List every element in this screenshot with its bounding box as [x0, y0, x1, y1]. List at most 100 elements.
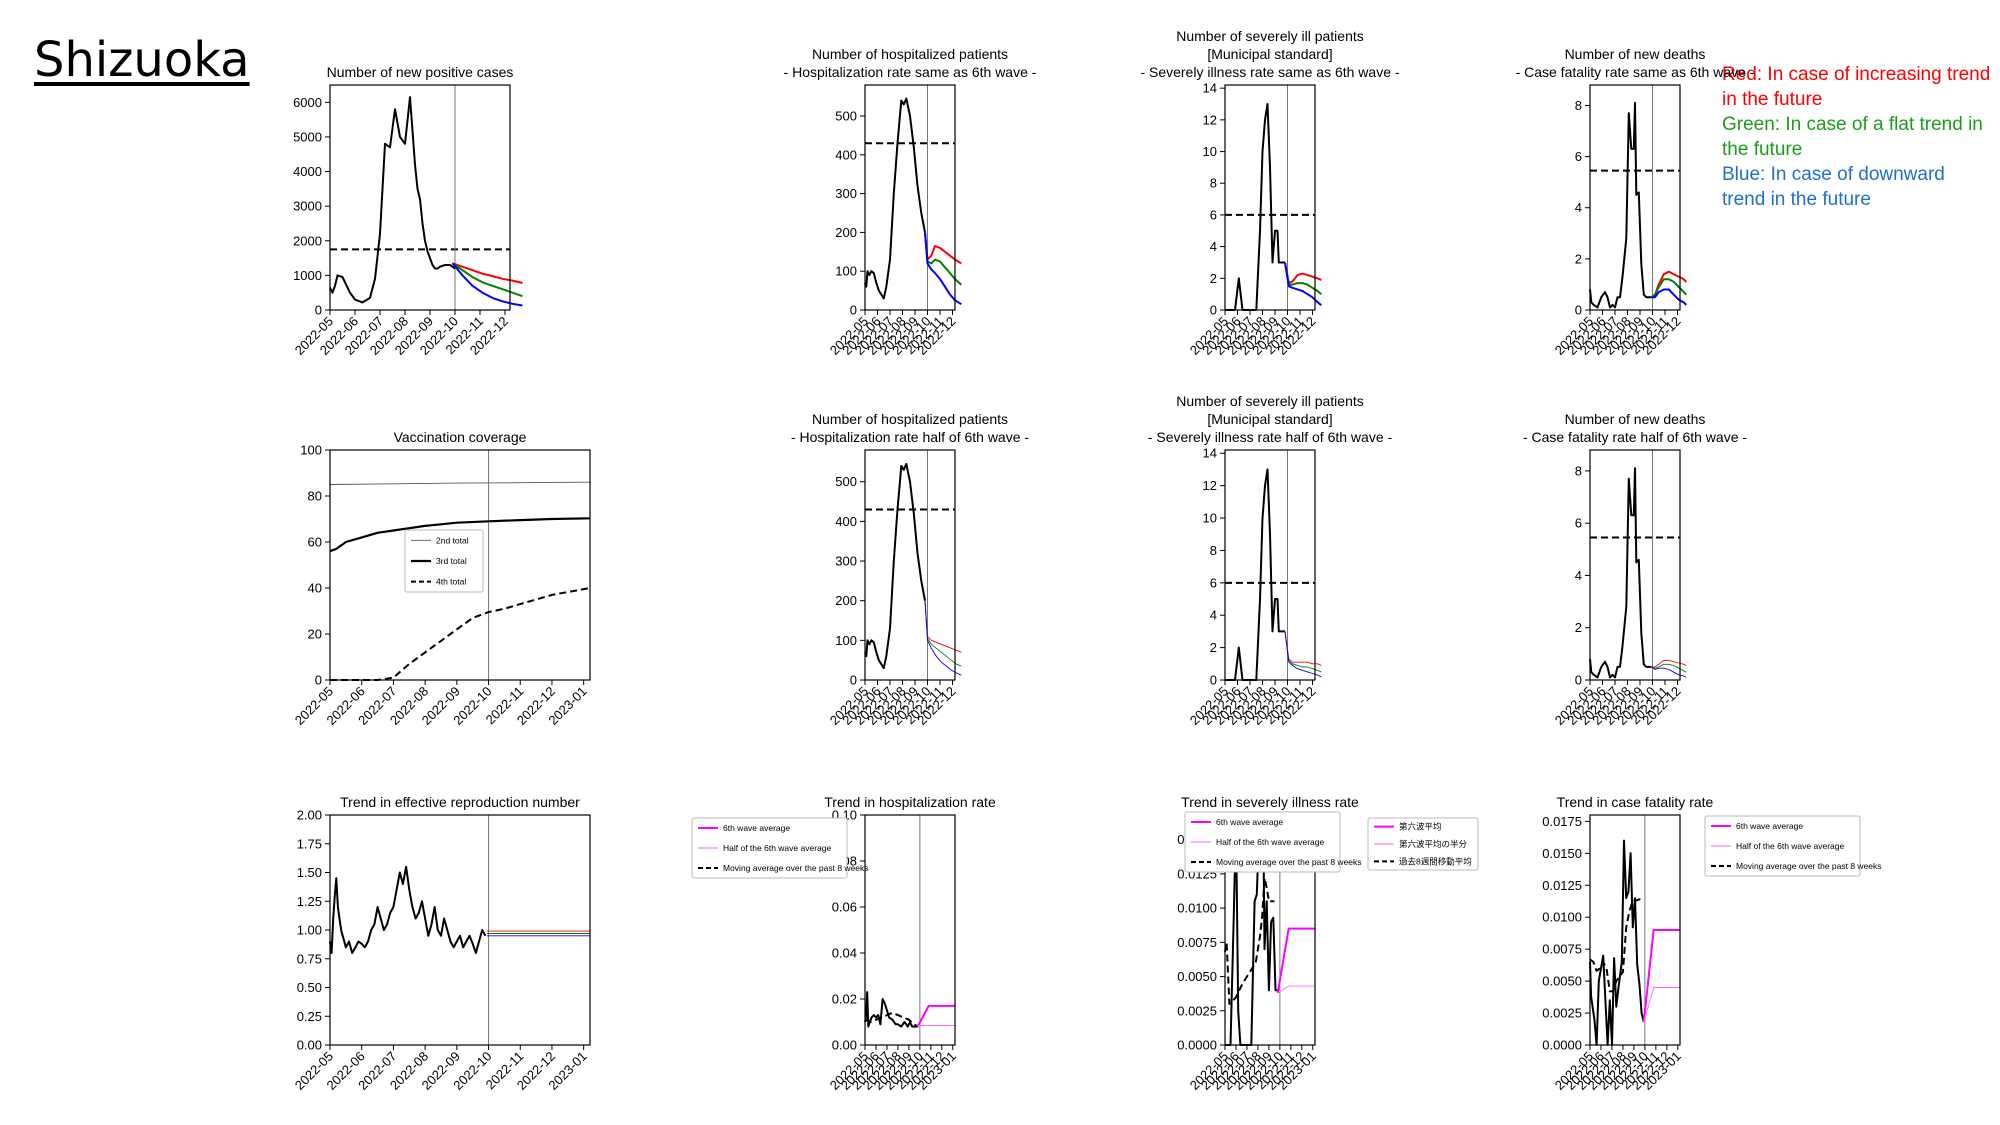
y-tick-label: 10 [1203, 144, 1217, 159]
chart-legend-label: Moving average over the past 8 weeks [723, 863, 869, 873]
y-tick-label: 0.00 [297, 1038, 322, 1053]
chart-title: - Case fatality rate same as 6th wave - [1516, 64, 1755, 80]
series-line-black [1589, 101, 1652, 309]
y-tick-label: 2 [1575, 251, 1582, 266]
chart-title: Number of hospitalized patients [812, 46, 1008, 62]
chart-legend-label: 第六波平均の半分 [1399, 839, 1468, 849]
series-line-red-thin [924, 600, 962, 653]
y-tick-label: 5000 [293, 129, 322, 144]
series-line-green-thin [924, 600, 962, 667]
chart-rt: Trend in effective reproduction number 0.… [292, 794, 591, 1093]
y-tick-label: 2 [1210, 640, 1217, 655]
series-line-black [1589, 839, 1645, 1046]
chart-legend-label: 6th wave average [1216, 817, 1283, 827]
plot-frame [864, 814, 956, 1046]
y-tick-label: 0.0100 [1542, 910, 1582, 925]
chart-title: [Municipal standard] [1207, 46, 1332, 62]
legend-note-blue: Blue: In case of downward trend in the f… [1722, 164, 1945, 210]
y-tick-label: 0.06 [832, 900, 857, 915]
series-line-dash [864, 1011, 919, 1028]
y-tick-label: 4000 [293, 164, 322, 179]
series-line-green [1650, 278, 1688, 299]
y-tick-label: 0 [1575, 303, 1582, 318]
plot-frame [1224, 449, 1316, 681]
series-line-dash [330, 587, 591, 681]
y-tick-label: 0.25 [297, 1009, 322, 1024]
y-tick-label: 6000 [293, 95, 322, 110]
series-line-pink [1277, 985, 1315, 994]
y-tick-label: 0.00 [832, 1038, 857, 1053]
chart-title: Number of new deaths [1565, 411, 1706, 427]
y-tick-label: 0.0000 [1177, 1038, 1217, 1053]
y-tick-label: 8 [1575, 463, 1582, 478]
y-tick-label: 0.0075 [1542, 942, 1582, 957]
y-tick-label: 14 [1203, 81, 1217, 96]
y-tick-label: 0 [850, 673, 857, 688]
series-line-red-thin [1284, 631, 1322, 666]
series-line-thick [329, 517, 591, 553]
side-legend-label: Half of the 6th wave average [1736, 841, 1844, 851]
chart-title: Trend in case fatality rate [1557, 794, 1714, 810]
chart-legend-box [1184, 811, 1341, 873]
legend-note-red: Red: In case of increasing trend in the … [1722, 64, 1991, 110]
y-tick-label: 200 [835, 225, 857, 240]
y-tick-label: 10 [1203, 511, 1217, 526]
series-line-dash [1589, 898, 1643, 993]
y-tick-label: 0.0050 [1542, 974, 1582, 989]
plot-frame [329, 449, 591, 681]
y-tick-label: 1.00 [297, 923, 322, 938]
plot-frame [1224, 84, 1316, 311]
series-line-magenta [1276, 927, 1315, 994]
chart-hosp_rate: Trend in hospitalization rate 0.00 0.02 0.0… [691, 794, 996, 1093]
y-tick-label: 0.0175 [1542, 814, 1582, 829]
chart-deaths_same: Number of new deaths - Case fatality rate… [1516, 46, 1755, 358]
y-tick-label: 1.50 [297, 865, 322, 880]
y-tick-label: 60 [308, 535, 322, 550]
y-tick-label: 100 [835, 264, 857, 279]
chart-legend-box [691, 817, 848, 879]
y-tick-label: 400 [835, 514, 857, 529]
y-tick-label: 40 [308, 581, 322, 596]
y-tick-label: 0.02 [832, 992, 857, 1007]
chart-legend-label: Half of the 6th wave average [1216, 837, 1324, 847]
y-tick-label: 14 [1203, 446, 1217, 461]
y-tick-label: 1000 [293, 268, 322, 283]
series-line-blue [451, 262, 523, 307]
y-tick-label: 0.0025 [1542, 1006, 1582, 1021]
y-tick-label: 0.75 [297, 951, 322, 966]
series-line-green [924, 232, 962, 286]
y-tick-label: 6 [1575, 149, 1582, 164]
plot-frame [329, 814, 591, 1046]
series-line-blue-thin [1284, 631, 1322, 678]
chart-title: Number of hospitalized patients [812, 411, 1008, 427]
y-tick-label: 20 [308, 627, 322, 642]
plot-frame [1589, 814, 1681, 1046]
series-line-magenta [1642, 929, 1680, 1023]
y-tick-label: 100 [835, 633, 857, 648]
chart-title: Number of new positive cases [327, 64, 514, 80]
y-tick-label: 0.0050 [1177, 969, 1217, 984]
plot-frame [329, 84, 511, 311]
chart-title: [Municipal standard] [1207, 411, 1332, 427]
y-tick-label: 6 [1210, 575, 1217, 590]
y-tick-label: 8 [1575, 98, 1582, 113]
series-line-black [1225, 103, 1285, 311]
y-tick-label: 0 [1575, 673, 1582, 688]
chart-legend-label: 3rd total [436, 556, 467, 566]
chart-cases: Number of new positive cases 0 1000 2000 300… [292, 64, 523, 358]
y-tick-label: 1.25 [297, 894, 322, 909]
y-tick-label: 0 [1210, 303, 1217, 318]
y-tick-label: 2 [1210, 271, 1217, 286]
plot-frame [864, 84, 956, 311]
chart-legend-box [404, 529, 484, 593]
y-tick-label: 300 [835, 186, 857, 201]
y-tick-label: 0.04 [832, 946, 857, 961]
y-tick-label: 4 [1575, 200, 1582, 215]
y-tick-label: 200 [835, 593, 857, 608]
chart-title: Number of new deaths [1565, 46, 1706, 62]
chart-legend-label: 4th total [436, 577, 466, 587]
chart-legend-label: 2nd total [436, 535, 469, 545]
series-line-black [1225, 468, 1285, 681]
series-line-green-thin [1284, 631, 1322, 673]
chart-legend-label: Moving average over the past 8 weeks [1216, 857, 1362, 867]
